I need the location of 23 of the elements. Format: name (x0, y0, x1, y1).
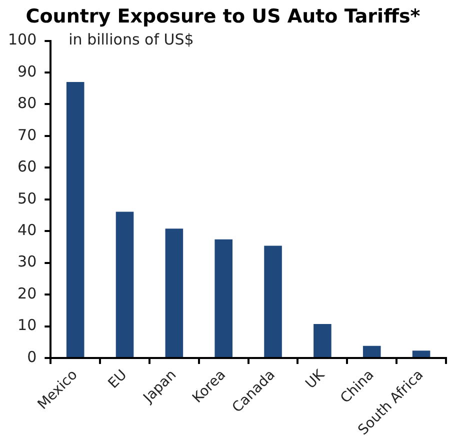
y-tick-label: 80 (18, 94, 37, 112)
y-tick-label: 40 (18, 220, 37, 239)
bar (412, 350, 430, 357)
bar (314, 324, 332, 357)
x-tick-label: EU (105, 367, 130, 392)
bar (116, 212, 134, 357)
bar (214, 239, 232, 357)
y-tick-label: 100 (8, 30, 37, 49)
y-tick-label: 20 (18, 284, 37, 302)
chart-title: Country Exposure to US Auto Tariffs* (26, 5, 420, 28)
y-tick-label: 30 (18, 252, 37, 271)
y-tick-label: 50 (18, 189, 37, 208)
y-tick-label: 60 (18, 158, 37, 176)
bar (264, 246, 282, 357)
y-tick-label: 0 (27, 348, 37, 366)
bar (362, 346, 381, 357)
bar (165, 228, 184, 357)
x-tick-label: UK (302, 366, 328, 392)
y-tick-label: 90 (18, 62, 37, 80)
bar (66, 82, 84, 357)
y-axis-title: in billions of US$ (68, 30, 194, 49)
y-tick-label: 70 (18, 126, 37, 144)
y-tick-label: 10 (18, 316, 37, 334)
